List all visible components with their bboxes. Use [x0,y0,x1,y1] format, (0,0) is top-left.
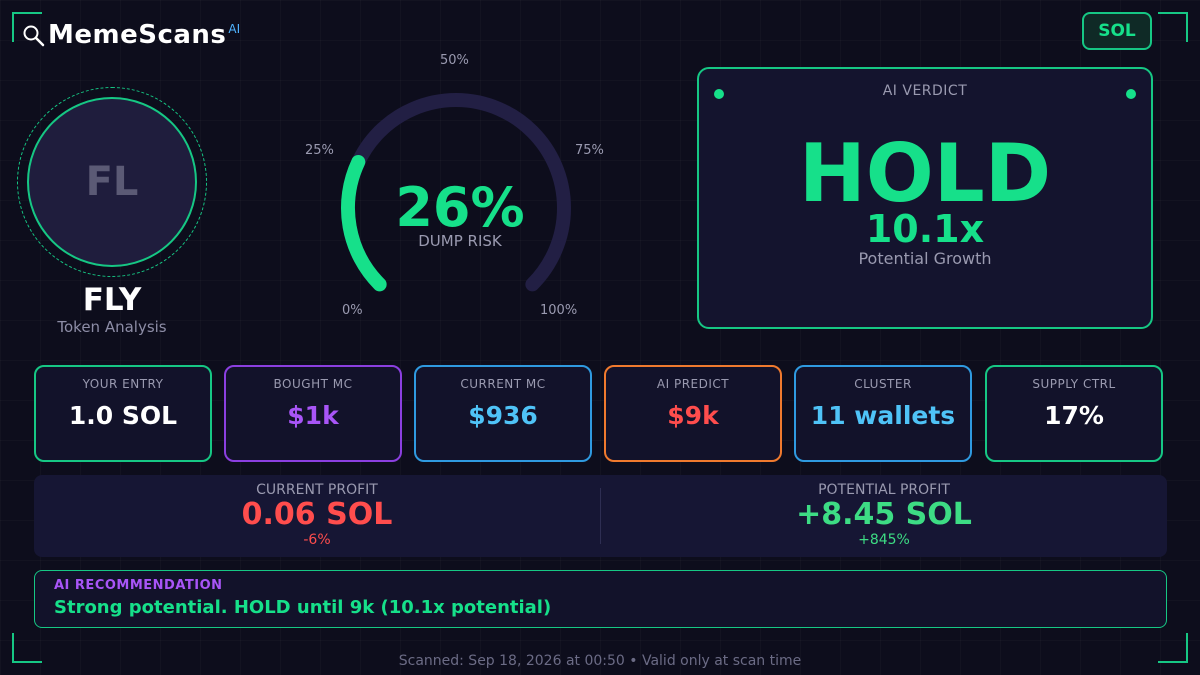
recommendation-text: Strong potential. HOLD until 9k (10.1x p… [54,597,552,618]
verdict-action: HOLD [798,127,1052,220]
recommendation-title: AI RECOMMENDATION [54,578,223,593]
profit-divider [600,488,601,544]
verdict-multiplier: 10.1x [865,207,985,251]
brand-logo[interactable]: MemeScans AI [22,20,240,50]
scan-footer: Scanned: Sep 18, 2026 at 00:50 • Valid o… [398,653,802,669]
gauge-tick-25: 25% [305,143,334,158]
stat-value: $1k [287,401,339,430]
frame-corner-bottom-right [1158,633,1188,663]
token-subtitle: Token Analysis [57,318,167,336]
stat-value: 11 wallets [810,401,956,430]
current-profit: CURRENT PROFIT 0.06 SOL -6% [34,475,600,548]
brand-name: MemeScans [48,20,227,50]
token-symbol: FLY [82,282,142,318]
verdict-subtitle: Potential Growth [858,249,992,268]
dump-risk-value: 26% [395,176,525,239]
dump-risk-label: DUMP RISK [418,232,502,250]
stat-value: $9k [667,401,719,430]
stat-value: $936 [468,401,538,430]
stat-card-cluster: CLUSTER 11 wallets [794,365,972,462]
ai-recommendation-box: AI RECOMMENDATION Strong potential. HOLD… [34,570,1167,628]
stat-value: 1.0 SOL [68,401,178,430]
potential-profit-value: +8.45 SOL [796,497,972,532]
gauge-tick-75: 75% [575,143,604,158]
search-icon [23,25,45,47]
gauge-fill [341,155,387,292]
verdict-title: AI VERDICT [882,83,968,99]
frame-corner-bottom-left [12,633,42,663]
stat-card-your-entry: YOUR ENTRY 1.0 SOL [34,365,212,462]
frame-corner-top-left [12,12,42,42]
token-avatar: FL [27,97,197,267]
stat-card-supply-ctrl: SUPPLY CTRL 17% [985,365,1163,462]
stat-label: CURRENT MC [460,377,546,391]
stat-label: AI PREDICT [656,377,730,391]
gauge-tick-50: 50% [440,53,469,68]
current-profit-label: CURRENT PROFIT [256,482,378,498]
token-initials: FL [85,159,139,205]
verdict-indicator-dot-left [714,89,724,99]
stat-label: CLUSTER [854,377,912,391]
profit-panel: CURRENT PROFIT 0.06 SOL -6% POTENTIAL PR… [34,475,1167,557]
brand-suffix: AI [228,22,241,36]
potential-profit-percent: +845% [858,532,910,548]
potential-profit-label: POTENTIAL PROFIT [818,482,950,498]
stat-value: 17% [1044,401,1104,430]
stat-card-ai-predict: AI PREDICT $9k [604,365,782,462]
ai-verdict-card: AI VERDICT HOLD 10.1x Potential Growth [697,67,1153,329]
chain-badge[interactable]: SOL [1082,12,1152,50]
potential-profit: POTENTIAL PROFIT +8.45 SOL +845% [601,475,1167,548]
gauge-tick-100: 100% [540,303,578,318]
stat-label: BOUGHT MC [273,377,353,391]
gauge-svg [341,93,571,292]
stat-card-current-mc: CURRENT MC $936 [414,365,592,462]
gauge-tick-0: 0% [342,303,363,318]
current-profit-percent: -6% [303,532,331,548]
dump-risk-gauge: 50% 25% 75% 0% 100% 26% DUMP RISK [290,50,630,330]
stat-label: SUPPLY CTRL [1032,377,1116,391]
current-profit-value: 0.06 SOL [241,497,393,532]
stat-label: YOUR ENTRY [82,377,164,391]
verdict-indicator-dot-right [1126,89,1136,99]
stat-card-bought-mc: BOUGHT MC $1k [224,365,402,462]
token-avatar-ring [17,87,207,277]
frame-corner-top-right [1158,12,1188,42]
